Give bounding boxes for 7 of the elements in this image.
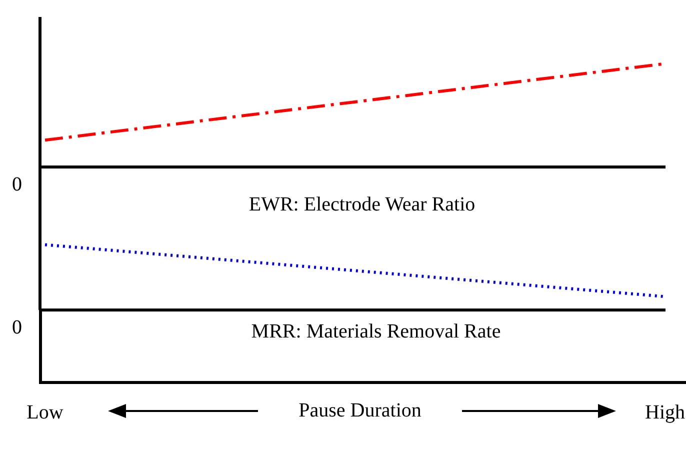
x-tick-label: High bbox=[645, 401, 685, 424]
text: 0 bbox=[12, 173, 22, 196]
text: MRR: Materials Removal Rate bbox=[251, 320, 501, 342]
text: 0 bbox=[12, 316, 22, 338]
x-tick-label: Low bbox=[26, 401, 64, 424]
x-axis-title: Pause Duration bbox=[298, 399, 422, 422]
text: EWR: Electrode Wear Ratio bbox=[248, 193, 476, 216]
